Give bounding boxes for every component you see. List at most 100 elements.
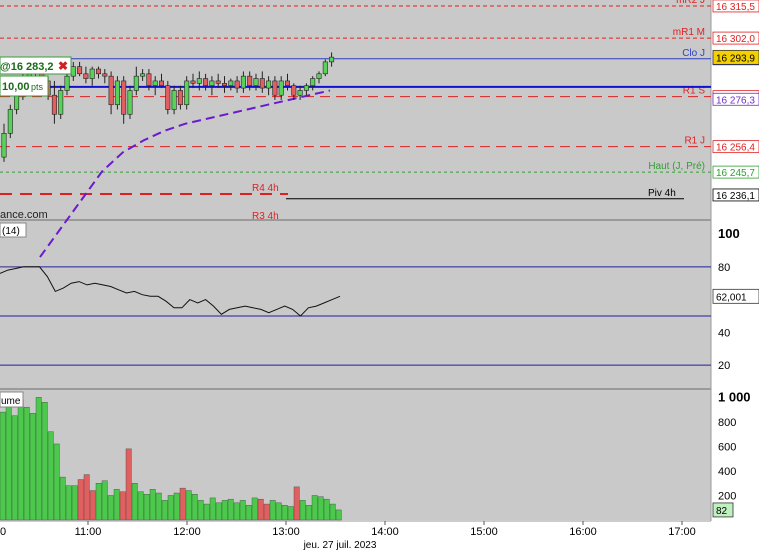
volume-bar[interactable] — [83, 474, 90, 521]
candle[interactable] — [70, 66, 76, 77]
volume-bar[interactable] — [155, 492, 162, 521]
oscillator-line[interactable] — [0, 266, 341, 317]
volume-bar[interactable] — [245, 505, 252, 521]
volume-bar[interactable] — [161, 500, 168, 521]
candle[interactable] — [89, 68, 95, 79]
candle[interactable] — [58, 90, 64, 115]
candle[interactable] — [234, 80, 240, 89]
volume-bar[interactable] — [113, 489, 120, 521]
volume-bar[interactable] — [119, 491, 126, 521]
volume-bar[interactable] — [185, 490, 192, 521]
volume-bar[interactable] — [125, 448, 132, 521]
moving-average-line[interactable] — [39, 89, 331, 258]
volume-bar[interactable] — [191, 494, 198, 521]
volume-bar[interactable] — [47, 431, 54, 521]
volume-bar[interactable] — [293, 486, 300, 521]
order-badge[interactable]: @16 283,2 ✖ 10,00 pts — [0, 56, 72, 97]
volume-bar[interactable] — [305, 505, 312, 521]
candle[interactable] — [96, 68, 102, 75]
candle[interactable] — [215, 80, 221, 84]
volume-bar[interactable] — [233, 502, 240, 521]
candle[interactable] — [272, 80, 278, 96]
volume-bar[interactable] — [335, 509, 342, 521]
candle[interactable] — [121, 80, 127, 115]
candle[interactable] — [203, 78, 209, 86]
oscillator-panel[interactable] — [0, 266, 711, 366]
volume-bar[interactable] — [35, 397, 42, 521]
volume-title-box[interactable]: ume — [0, 391, 24, 408]
volume-bar[interactable] — [101, 480, 108, 521]
candle[interactable] — [322, 61, 328, 75]
volume-bar[interactable] — [227, 498, 234, 521]
candle[interactable] — [209, 80, 215, 86]
volume-bar[interactable] — [5, 397, 12, 521]
volume-bar[interactable] — [239, 500, 246, 521]
candle[interactable] — [253, 78, 259, 86]
candle[interactable] — [152, 80, 158, 86]
volume-bar[interactable] — [287, 506, 294, 521]
candle[interactable] — [83, 73, 89, 79]
volume-bar[interactable] — [323, 498, 330, 521]
volume-bar[interactable] — [329, 503, 336, 521]
volume-bar[interactable] — [29, 413, 36, 521]
candle[interactable] — [190, 80, 196, 84]
volume-bar[interactable] — [0, 411, 6, 521]
candle[interactable] — [196, 78, 202, 84]
oscillator-title-box[interactable]: (14) — [0, 222, 27, 238]
volume-bar[interactable] — [203, 503, 210, 521]
volume-bar[interactable] — [89, 490, 96, 521]
candle[interactable] — [7, 109, 13, 134]
price-panel[interactable]: mR2 J mR1 M Clo J R1 S R1 J Haut (J, Pré) R4 4… — [0, 0, 711, 258]
volume-bar[interactable] — [281, 505, 288, 521]
volume-bar[interactable] — [65, 485, 72, 521]
candle[interactable] — [247, 75, 253, 86]
candle[interactable] — [159, 80, 165, 86]
volume-bar[interactable] — [215, 502, 222, 521]
volume-bar[interactable] — [95, 483, 102, 521]
order-close-icon[interactable]: ✖ — [58, 59, 68, 73]
candle[interactable] — [146, 73, 152, 86]
volume-bar[interactable] — [17, 399, 24, 521]
candle[interactable] — [165, 85, 171, 110]
volume-bar[interactable] — [317, 496, 324, 521]
candle[interactable] — [102, 73, 108, 77]
volume-bar[interactable] — [71, 485, 78, 521]
volume-bar[interactable] — [257, 498, 264, 521]
volume-bar[interactable] — [143, 494, 150, 521]
volume-bar[interactable] — [77, 479, 84, 521]
candle[interactable] — [297, 90, 303, 96]
candle[interactable] — [303, 85, 309, 91]
candle[interactable] — [316, 73, 322, 79]
candle[interactable] — [1, 133, 7, 158]
candle[interactable] — [51, 94, 57, 115]
candle[interactable] — [291, 85, 297, 96]
volume-bar[interactable] — [107, 495, 114, 521]
volume-bar[interactable] — [23, 406, 30, 521]
volume-bar[interactable] — [11, 415, 18, 521]
volume-bar[interactable] — [311, 495, 318, 521]
candle[interactable] — [259, 78, 265, 89]
volume-bar[interactable] — [53, 443, 60, 521]
volume-bar[interactable] — [251, 497, 258, 521]
candle[interactable] — [329, 56, 335, 63]
volume-bar[interactable] — [269, 500, 276, 521]
candle[interactable] — [133, 75, 139, 91]
volume-panel[interactable] — [0, 397, 342, 521]
volume-bar[interactable] — [173, 492, 180, 521]
candle[interactable] — [114, 80, 120, 106]
candle[interactable] — [222, 83, 228, 86]
volume-bar[interactable] — [197, 500, 204, 521]
candle[interactable] — [177, 90, 183, 106]
volume-bar[interactable] — [221, 500, 228, 521]
candle[interactable] — [140, 73, 146, 77]
candle[interactable] — [240, 75, 246, 89]
candle[interactable] — [310, 78, 316, 86]
candle[interactable] — [171, 90, 177, 110]
candle[interactable] — [228, 80, 234, 86]
candle[interactable] — [64, 75, 70, 91]
candle[interactable] — [284, 80, 290, 86]
volume-bar[interactable] — [299, 500, 306, 521]
volume-bar[interactable] — [131, 483, 138, 521]
volume-bar[interactable] — [179, 487, 186, 521]
volume-bar[interactable] — [167, 495, 174, 521]
